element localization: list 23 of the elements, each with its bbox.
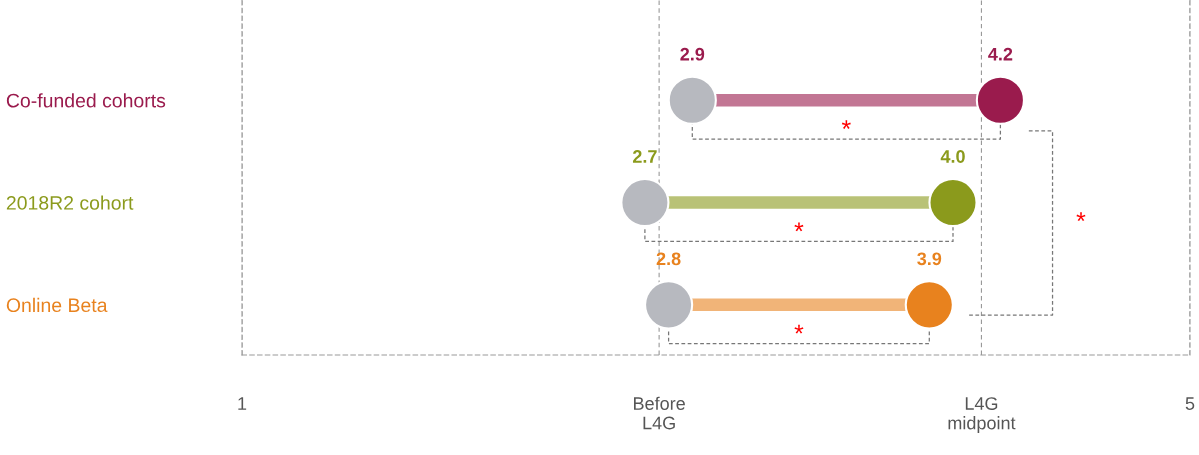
y-tick-label: Online Beta <box>6 297 108 313</box>
data-label: 4.0 <box>940 150 965 163</box>
y-tick-label: 2018R2 cohort <box>6 195 134 210</box>
y-tick-label: Co-funded cohorts <box>6 93 166 108</box>
data-label: 2.9 <box>680 47 705 61</box>
x-tick-label: L4G midpoint <box>948 397 1016 433</box>
x-tick-label: 1 <box>238 397 247 410</box>
point <box>667 75 717 125</box>
x-tick-label: Before L4G <box>634 396 685 430</box>
point <box>620 177 670 228</box>
annotation: * <box>794 222 804 232</box>
data-label: 2.8 <box>656 252 681 266</box>
point <box>904 280 954 330</box>
x-tick-label: 5 <box>1185 397 1195 410</box>
point <box>975 75 1025 125</box>
annotation: * <box>1076 212 1086 222</box>
point <box>644 280 694 330</box>
annotation: * <box>794 324 804 334</box>
data-label: 3.9 <box>917 252 942 266</box>
data-label: 2.7 <box>632 150 657 163</box>
annotation: * <box>841 120 851 129</box>
point <box>928 177 978 228</box>
data-label: 4.2 <box>988 47 1013 61</box>
